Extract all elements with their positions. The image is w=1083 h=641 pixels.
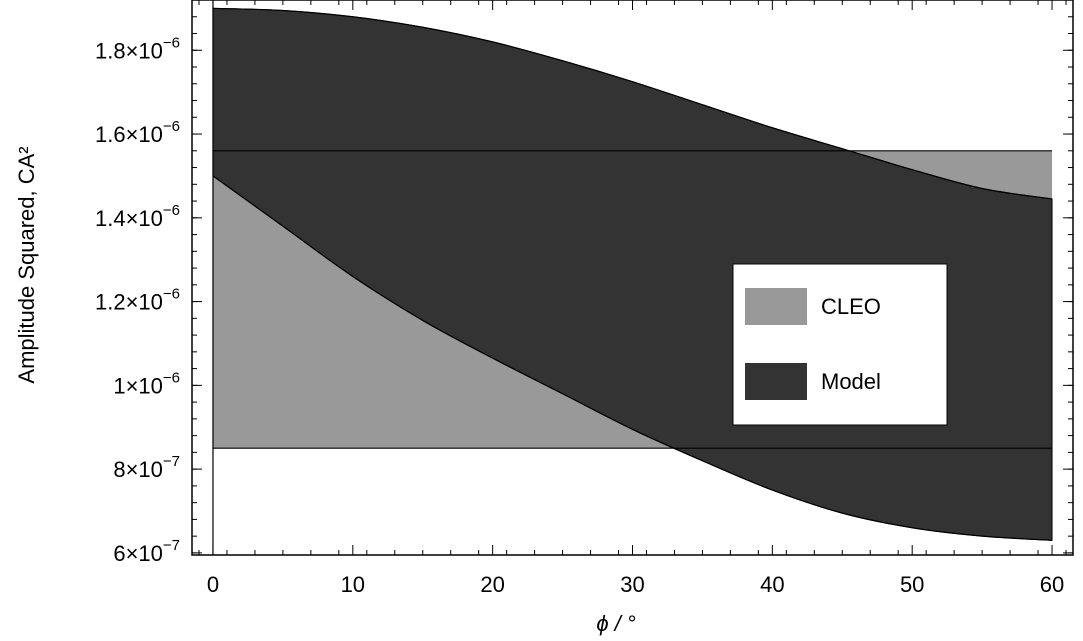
y-tick-label: 1.6×10−6 [95,118,180,147]
legend-label-model: Model [821,369,881,394]
x-axis: 0 10 20 30 40 50 60 [198,0,1067,597]
legend-swatch-cleo [745,288,807,325]
x-axis-label: ϕ / ° [596,611,636,636]
model-upper-line [212,7,1053,200]
x-tick-label-20: 20 [480,572,504,597]
legend: CLEO Model [732,263,948,426]
legend-label-cleo: CLEO [821,294,881,319]
y-tick-label: 1.2×10−6 [95,286,180,315]
legend-swatch-model [745,363,807,400]
y-tick-label: 1.8×10−6 [95,34,180,63]
x-tick-label-60: 60 [1040,572,1064,597]
y-tick-label: 1×10−6 [113,369,180,398]
x-tick-label-30: 30 [620,572,644,597]
x-tick-label-50: 50 [900,572,924,597]
y-axis: 6×10−7 8×10−7 1×10−6 1.2×10−6 1.4×10−6 1.6×10… [95,16,1073,566]
y-tick-label: 6×10−7 [113,537,180,566]
y-tick-label: 8×10−7 [113,453,180,482]
model-lower-line [212,175,1053,541]
y-axis-label: Amplitude Squared, CA² [14,146,39,383]
x-tick-label-10: 10 [341,572,365,597]
y-tick-label: 1.4×10−6 [95,202,180,231]
x-tick-label-40: 40 [760,572,784,597]
x-tick-label-0: 0 [207,572,219,597]
